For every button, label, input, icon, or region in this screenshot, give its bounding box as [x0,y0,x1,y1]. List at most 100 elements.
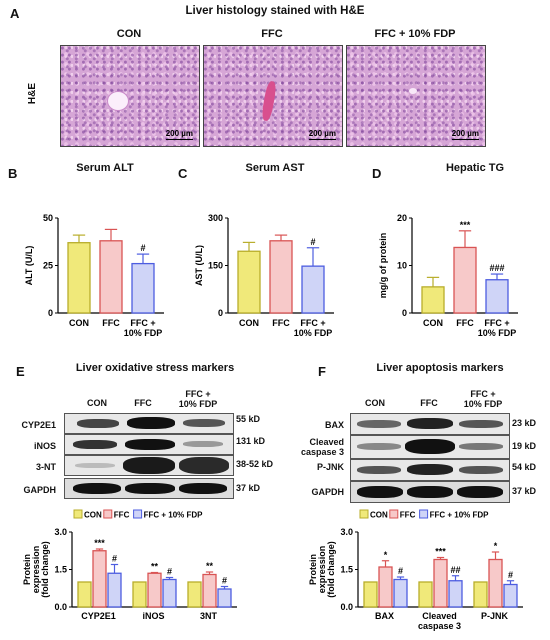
legend-label: CON [84,511,102,520]
histo-label-ffc: FFC [261,28,283,40]
histo-label-con: CON [116,28,142,40]
bar [433,558,448,608]
y-tick-label: 300 [208,213,223,223]
x-tick-label: 3NT [200,611,218,621]
bar [363,581,378,608]
y-axis-label: Protein [22,554,32,585]
kd-label: 38-52 kD [236,459,274,469]
bar [131,262,155,314]
y-tick-label: 1.5 [54,565,67,575]
x-tick-label: CYP2E1 [81,611,116,621]
blot-row-label: P-JNK [316,462,344,472]
significance-label: # [310,237,315,247]
bar [393,578,408,608]
significance-label: * [384,550,388,560]
legend-swatch [103,509,113,519]
panel-letter-f: F [318,364,326,379]
panel-letter-e: E [16,364,25,379]
bar [187,581,202,608]
significance-label: * [494,541,498,551]
blot-cyp2e1 [64,413,234,434]
bar [453,246,477,314]
lane-label-con: CON [87,398,107,408]
blot-cleaved-caspase-3 [350,435,510,459]
legend-label: FFC + 10% FDP [430,511,490,520]
significance-label: ## [450,565,460,575]
blot-gapdh-e [64,478,234,499]
significance-label: # [508,570,513,580]
bar [147,572,162,608]
panel-letter-b: B [8,166,18,181]
lane-label-con: CON [365,398,385,408]
x-tick-label: P-JNK [481,611,509,621]
blot-row-label: iNOS [33,441,56,451]
y-axis-label: (fold change) [326,541,336,598]
bar [217,588,232,608]
x-tick-label: FFC + [484,318,509,328]
bar [107,572,122,608]
bar [488,558,503,608]
legend-label: CON [370,511,388,520]
blot-row-label: CYP2E1 [21,420,56,430]
x-tick-label: caspase 3 [418,621,461,631]
y-axis-label: expression [31,546,41,594]
bar [99,240,123,314]
kd-label: 37 kD [236,483,261,493]
y-tick-label: 1.5 [340,565,353,575]
panel-a-title: Liver histology stained with H&E [185,5,365,17]
bar [448,580,463,608]
kd-label: 37 kD [512,486,537,496]
y-axis-label: ALT (U/L) [24,246,34,286]
x-tick-label: FFC [456,318,474,328]
blot-p-jnk [350,459,510,481]
bar [67,242,91,314]
lane-label-fdp: FFC + 10% FDP [178,389,218,409]
bar [269,240,293,314]
bar [378,566,393,608]
y-axis-label: mg/g of protein [378,233,388,299]
panel-f-title: Liver apoptosis markers [376,362,504,374]
blot-row-label: Cleaved caspase 3 [300,437,344,457]
bar [485,279,509,314]
y-tick-label: 0 [48,308,53,318]
bar [132,581,147,608]
bar [418,581,433,608]
panel-e-title: Liver oxidative stress markers [75,362,235,374]
legend-swatch [419,509,429,519]
x-tick-label: FFC + [300,318,325,328]
y-tick-label: 3.0 [340,527,353,537]
y-axis-label: Protein [308,554,318,585]
significance-label: ** [151,562,159,572]
x-tick-label: FFC + [130,318,155,328]
legend-swatch [133,509,143,519]
blot-row-label: 3-NT [36,462,56,472]
y-tick-label: 0.0 [340,602,353,612]
y-axis-label: expression [317,546,327,594]
significance-label: *** [435,547,446,557]
blot-gapdh-f [350,481,510,503]
y-tick-label: 0 [402,308,407,318]
significance-label: *** [460,220,471,230]
kd-label: 19 kD [512,441,537,451]
lane-label-ffc: FFC [420,398,438,408]
y-tick-label: 150 [208,261,223,271]
bar [77,581,92,608]
histology-image-ffc: 200 µm [203,45,343,147]
panel-letter-c: C [178,166,188,181]
blot-bax [350,413,510,435]
panel-letter-a: A [10,6,20,21]
x-tick-label: FFC [272,318,290,328]
panel-b-title: Serum ALT [76,162,134,174]
significance-label: # [112,554,117,564]
kd-label: 55 kD [236,414,261,424]
histo-row-label: H&E [27,82,39,105]
legend-swatch [73,509,83,519]
blot-inos [64,434,234,455]
histology-image-con: 200 µm [60,45,200,147]
bar [421,286,445,314]
bar [202,573,217,608]
panel-letter-d: D [372,166,382,181]
significance-label: *** [94,538,105,548]
